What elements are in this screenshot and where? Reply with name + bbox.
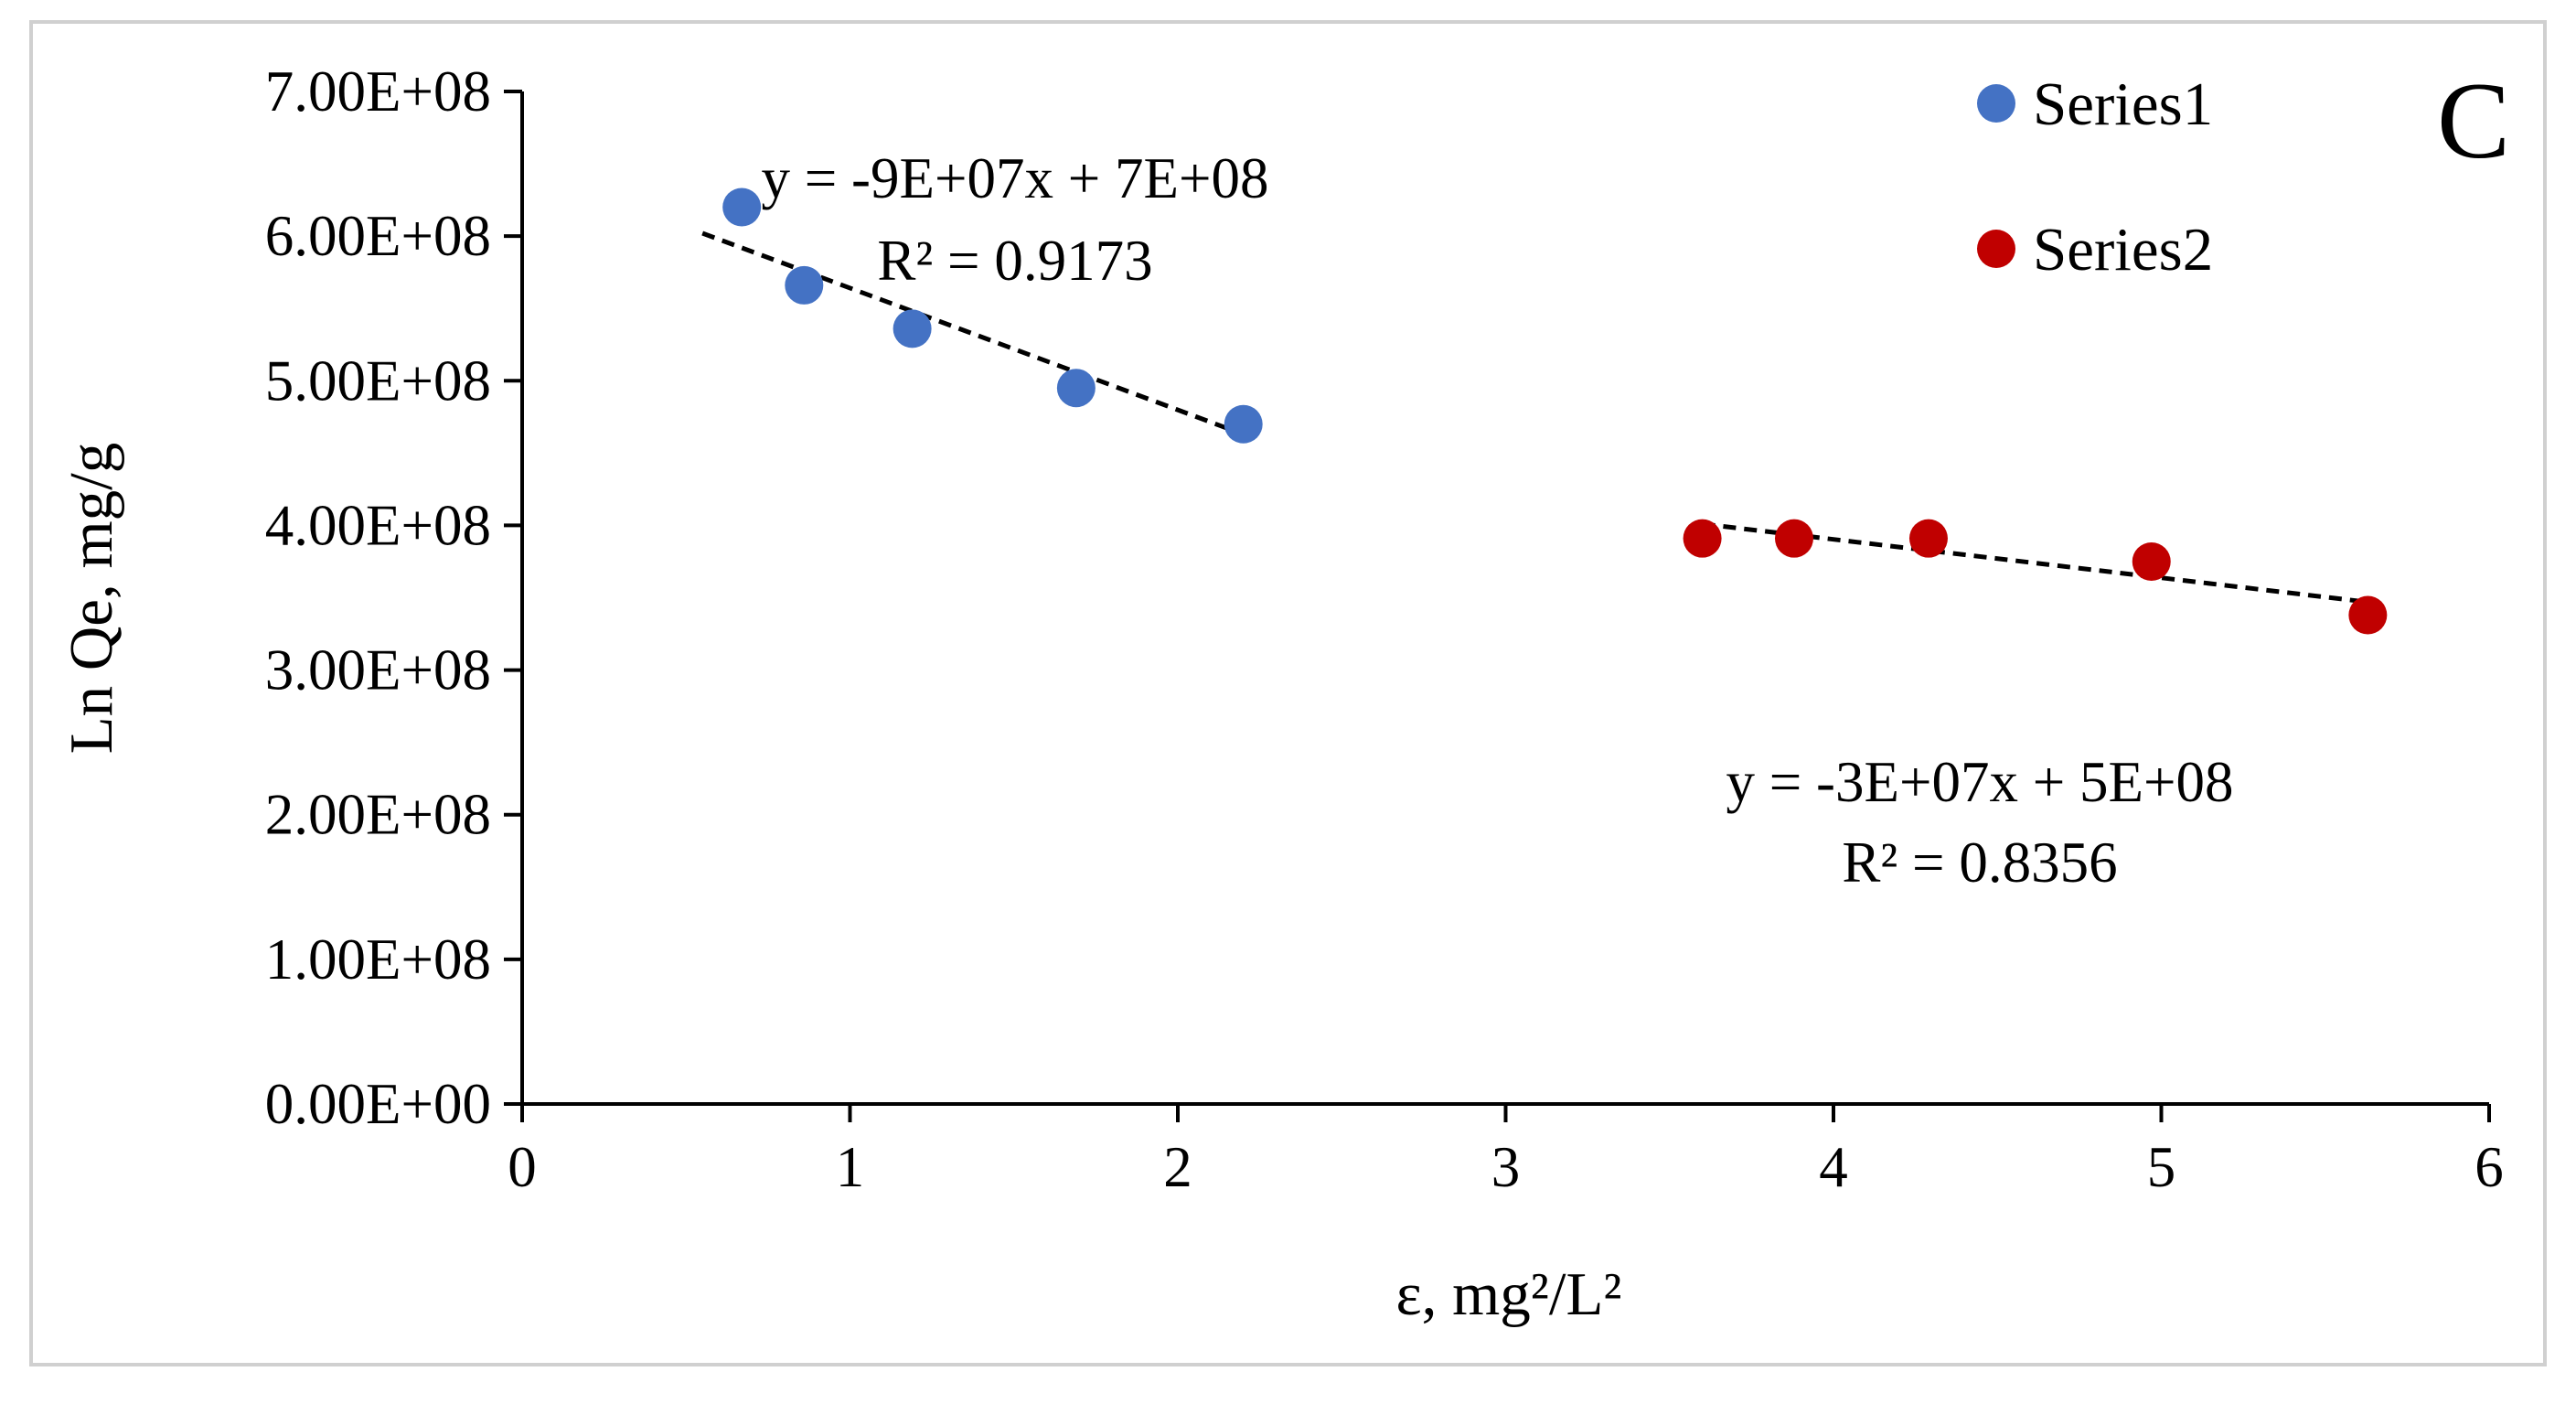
legend-marker-series2 [1977,230,2015,268]
point-series1 [785,265,824,305]
x-tick-label: 6 [2474,1135,2504,1199]
point-series2 [1774,519,1813,558]
legend-label-series2: Series2 [2033,216,2213,284]
x-tick-label: 0 [508,1135,537,1199]
y-tick-label: 3.00E+08 [265,638,491,702]
series1-r-squared: R² = 0.9173 [877,229,1152,293]
x-tick-label: 3 [1491,1135,1521,1199]
point-series1 [893,309,932,348]
series1-equation: y = -9E+07x + 7E+08 [761,146,1268,210]
y-tick-label: 2.00E+08 [265,783,491,847]
legend-label-series1: Series1 [2033,70,2213,138]
y-ticks: 0.00E+00 1.00E+08 2.00E+08 3.00E+08 4.00E+08… [265,59,522,1136]
y-tick-label: 6.00E+08 [265,204,491,268]
y-axis-title: Ln Qe, mg/g [58,443,125,755]
point-series1 [722,188,762,227]
x-ticks: 0 1 2 3 4 5 6 [508,1104,2504,1199]
point-series2 [1908,519,1948,558]
x-tick-label: 1 [836,1135,865,1199]
y-tick-label: 0.00E+00 [265,1072,491,1136]
series2-equation: y = -3E+07x + 5E+08 [1726,750,2233,814]
x-tick-label: 2 [1163,1135,1192,1199]
y-tick-label: 5.00E+08 [265,348,491,413]
series2-r-squared: R² = 0.8356 [1842,831,2117,895]
point-series1 [1056,369,1096,408]
x-tick-label: 4 [1819,1135,1848,1199]
point-series2 [2132,541,2171,581]
legend-marker-series1 [1977,84,2015,123]
panel-label: C [2437,59,2510,181]
x-axis-title: ε, mg²/L² [1396,1260,1622,1328]
point-series1 [1224,404,1263,444]
x-tick-label: 5 [2147,1135,2176,1199]
y-axis-title-group: Ln Qe, mg/g [58,443,125,755]
legend: Series1 Series2 [1977,70,2213,284]
y-tick-label: 1.00E+08 [265,927,491,991]
y-tick-label: 4.00E+08 [265,493,491,557]
data-points [722,188,2388,635]
y-tick-label: 7.00E+08 [265,59,491,123]
point-series2 [1683,519,1722,558]
point-series2 [2348,595,2388,635]
chart-frame [29,20,2547,1366]
trendline-series1 [701,230,1245,437]
